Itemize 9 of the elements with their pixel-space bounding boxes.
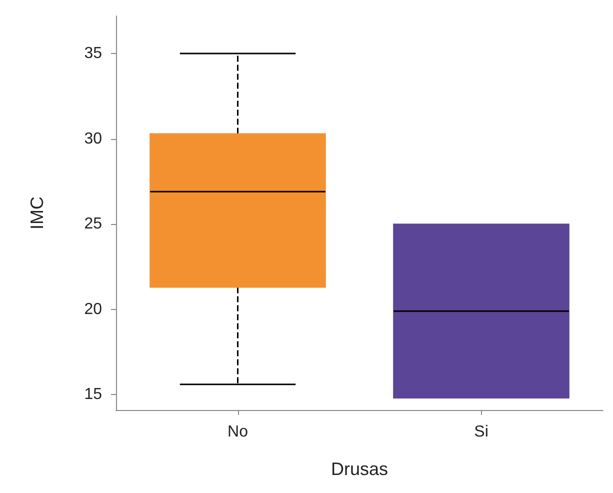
y-tick-label: 30 (84, 130, 102, 148)
x-axis-title: Drusas (330, 459, 388, 479)
y-tick-label: 20 (84, 300, 102, 318)
y-tick-label: 35 (84, 45, 102, 62)
y-axis-title: IMC (27, 196, 47, 230)
x-tick-label: No (228, 424, 248, 440)
y-tick-label: 15 (84, 386, 102, 404)
y-tick-label: 25 (84, 216, 102, 233)
x-tick-label: Si (474, 424, 488, 440)
